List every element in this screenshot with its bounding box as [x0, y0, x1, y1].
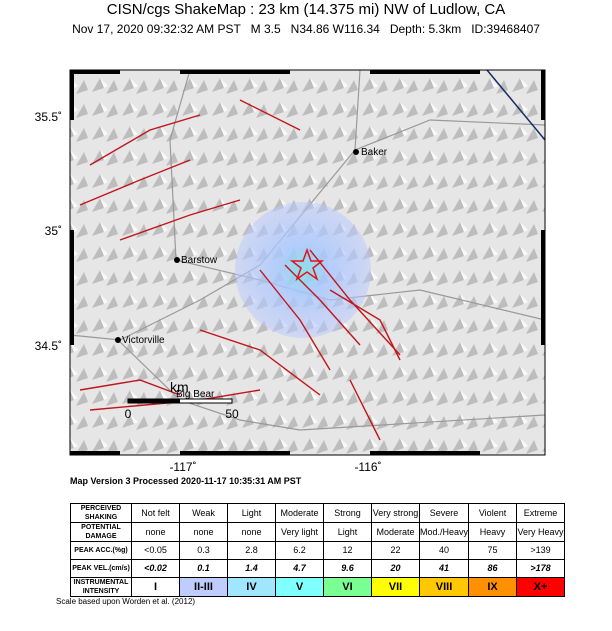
- lon-label: -116˚: [354, 460, 381, 474]
- table-cell: Extreme: [516, 503, 566, 523]
- row-label: PEAK ACC.(%g): [70, 541, 132, 560]
- table-cell: 75: [468, 541, 518, 560]
- table-cell: 4.7: [275, 559, 324, 578]
- map-figure: CISN/cgs ShakeMap : 23 km (14.375 mi) NW…: [35, 1, 546, 474]
- table-cell: 40: [418, 541, 470, 560]
- table-cell: Violent: [468, 503, 518, 523]
- table-cell: 6.2: [275, 541, 324, 560]
- table-cell: Weak: [179, 503, 228, 523]
- table-cell: Very strong: [371, 503, 420, 523]
- row-label: INSTRUMENTAL INTENSITY: [70, 577, 132, 597]
- table-cell: <0.05: [131, 541, 180, 560]
- table-row: INSTRUMENTAL INTENSITY I II-III IV V VI VII VII…: [70, 577, 566, 597]
- place-label: Barstow: [181, 255, 218, 266]
- shaking-zone: [235, 202, 371, 338]
- table-cell: 1.4: [227, 559, 276, 578]
- table-cell: VII: [371, 577, 420, 597]
- table-cell: Not felt: [131, 503, 180, 523]
- table-row: PEAK VEL.(cm/s) <0.02 0.1 1.4 4.7 9.6 20 41 86 >1…: [70, 559, 566, 578]
- scale-bar: km 0 50: [125, 379, 239, 421]
- scale-tick: 0: [125, 407, 132, 421]
- table-row: PERCEIVED SHAKING Not felt Weak Light Modera…: [70, 503, 566, 523]
- table-cell: Strong: [323, 503, 372, 523]
- scale-unit: km: [170, 379, 189, 395]
- table-cell: <0.02: [131, 559, 180, 578]
- footer: Scale based upon Worden et al. (2012): [56, 597, 196, 606]
- scale-bar-rect: [128, 399, 180, 403]
- table-cell: none: [131, 522, 180, 542]
- table-cell: Moderate: [371, 522, 420, 542]
- table-cell: Very light: [275, 522, 324, 542]
- lat-label: 34.5˚: [35, 339, 62, 353]
- table-cell: 0.3: [179, 541, 228, 560]
- places: Baker Barstow Victorville Big Bear: [115, 147, 388, 400]
- intensity-table: PERCEIVED SHAKING Not felt Weak Light Modera…: [70, 503, 566, 597]
- table-cell: Heavy: [468, 522, 518, 542]
- place-label: Victorville: [122, 335, 165, 346]
- table-cell: VIII: [418, 577, 470, 597]
- table-cell: 20: [371, 559, 420, 578]
- table-cell: 0.1: [179, 559, 228, 578]
- table-cell: 12: [323, 541, 372, 560]
- table-row: POTENTIAL DAMAGE none none none Very light Li…: [70, 522, 566, 542]
- table-cell: Light: [227, 503, 276, 523]
- table-cell: Severe: [418, 503, 470, 523]
- row-label: PEAK VEL.(cm/s): [70, 559, 132, 578]
- faults: [79, 99, 401, 441]
- map-area: Baker Barstow Victorville Big Bear km 0 …: [69, 69, 546, 456]
- place-label: Big Bear: [176, 389, 215, 400]
- table-cell: >139: [516, 541, 566, 560]
- epicenter: [289, 247, 325, 281]
- place-dot: [174, 257, 180, 263]
- table-cell: 2.8: [227, 541, 276, 560]
- lat-label: 35.5˚: [35, 110, 62, 124]
- table-row: PEAK ACC.(%g) <0.05 0.3 2.8 6.2 12 22 40 75 >139: [70, 541, 566, 560]
- table-cell: V: [275, 577, 324, 597]
- table-cell: Light: [323, 522, 372, 542]
- table-cell: IX: [468, 577, 518, 597]
- frame-ticks: [70, 70, 545, 455]
- table-cell: Very Heavy: [516, 522, 566, 542]
- table-cell: 41: [418, 559, 470, 578]
- table-cell: 9.6: [323, 559, 372, 578]
- processed-note: Map Version 3 Processed 2020-11-17 10:35…: [70, 476, 302, 486]
- lat-label: 35˚: [45, 224, 62, 238]
- table-cell: Mod./Heavy: [418, 522, 470, 542]
- table-cell: I: [131, 577, 180, 597]
- place-dot: [115, 337, 121, 343]
- row-label: POTENTIAL DAMAGE: [70, 522, 132, 542]
- table-cell: VI: [323, 577, 372, 597]
- place-label: Baker: [361, 147, 388, 158]
- table-cell: 22: [371, 541, 420, 560]
- table-cell: IV: [227, 577, 276, 597]
- state-border: [486, 69, 546, 141]
- table-cell: X+: [516, 577, 566, 597]
- table-cell: none: [179, 522, 228, 542]
- table-cell: none: [227, 522, 276, 542]
- subtitle: Nov 17, 2020 09:32:32 AM PST M 3.5 N34.8…: [72, 22, 540, 36]
- axis-labels: 35.5˚ 35˚ 34.5˚ -117˚ -116˚: [35, 110, 382, 474]
- lon-label: -117˚: [169, 460, 196, 474]
- table-cell: Moderate: [275, 503, 324, 523]
- place-dot: [353, 149, 359, 155]
- title: CISN/cgs ShakeMap : 23 km (14.375 mi) NW…: [107, 1, 506, 18]
- scale-tick: 50: [225, 407, 239, 421]
- table-cell: >178: [516, 559, 566, 578]
- table-cell: 86: [468, 559, 518, 578]
- table-cell: II-III: [179, 577, 228, 597]
- row-label: PERCEIVED SHAKING: [70, 503, 132, 523]
